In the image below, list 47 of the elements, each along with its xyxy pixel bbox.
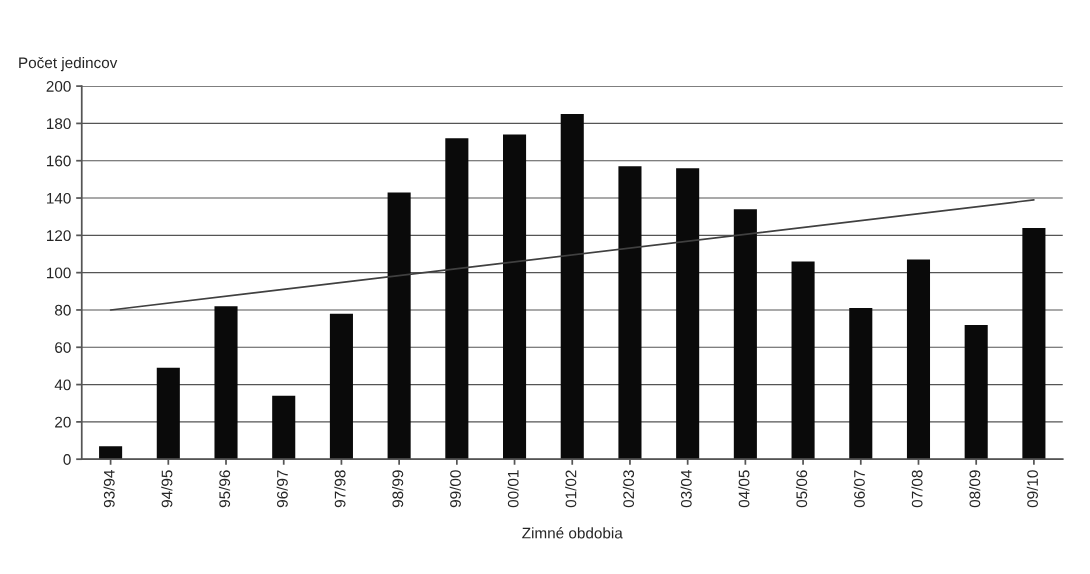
y-tick-label: 140: [47, 192, 71, 204]
bar: [791, 261, 815, 460]
x-tick-label: 94/95: [161, 470, 173, 508]
y-tick-label: 20: [55, 416, 71, 428]
x-tick-label: 06/07: [853, 470, 865, 508]
bar: [849, 308, 873, 460]
bar: [99, 446, 123, 460]
bar: [964, 324, 988, 460]
bar: [272, 395, 296, 460]
x-tick-label: 97/98: [334, 470, 346, 508]
y-tick-label: 0: [63, 454, 71, 465]
y-tick-label: 60: [55, 342, 71, 353]
x-tick-label: 02/03: [622, 470, 635, 508]
bar: [560, 114, 584, 460]
x-tick-label: 96/97: [276, 470, 288, 508]
y-tick-label: 200: [46, 80, 71, 92]
x-tick-label: 01/02: [565, 470, 577, 508]
bar: [618, 166, 642, 460]
y-tick-label: 120: [47, 230, 71, 242]
x-tick-label: 07/08: [911, 470, 923, 508]
bar: [1022, 227, 1046, 460]
x-tick-label: 03/04: [680, 470, 692, 508]
bar: [156, 367, 180, 460]
x-tick-label: 98/99: [392, 470, 404, 508]
bar: [387, 192, 411, 460]
x-axis-title: Zimné obdobia: [522, 527, 623, 539]
x-tick-label: 00/01: [507, 470, 519, 508]
x-tick-label: 93/94: [103, 470, 115, 508]
x-tick-label: 05/06: [795, 470, 808, 508]
bar: [676, 168, 700, 460]
x-tick-label: 99/00: [449, 470, 461, 508]
y-axis-title: Počet jedincov: [19, 56, 118, 72]
bar: [733, 209, 757, 460]
y-tick-label: 160: [47, 155, 71, 167]
bar: [329, 313, 353, 460]
x-tick-label: 04/05: [738, 470, 750, 508]
x-tick-label: 08/09: [969, 470, 981, 508]
x-tick-label: 95/96: [218, 470, 231, 508]
x-tick-label: 09/10: [1026, 470, 1038, 508]
bar: [214, 306, 238, 460]
y-tick-label: 180: [47, 118, 71, 130]
bar: [503, 134, 527, 460]
y-tick-label: 80: [55, 304, 71, 316]
y-tick-label: 100: [47, 267, 71, 279]
bar: [906, 259, 931, 460]
bar: [445, 138, 469, 460]
y-tick-label: 40: [54, 379, 71, 391]
